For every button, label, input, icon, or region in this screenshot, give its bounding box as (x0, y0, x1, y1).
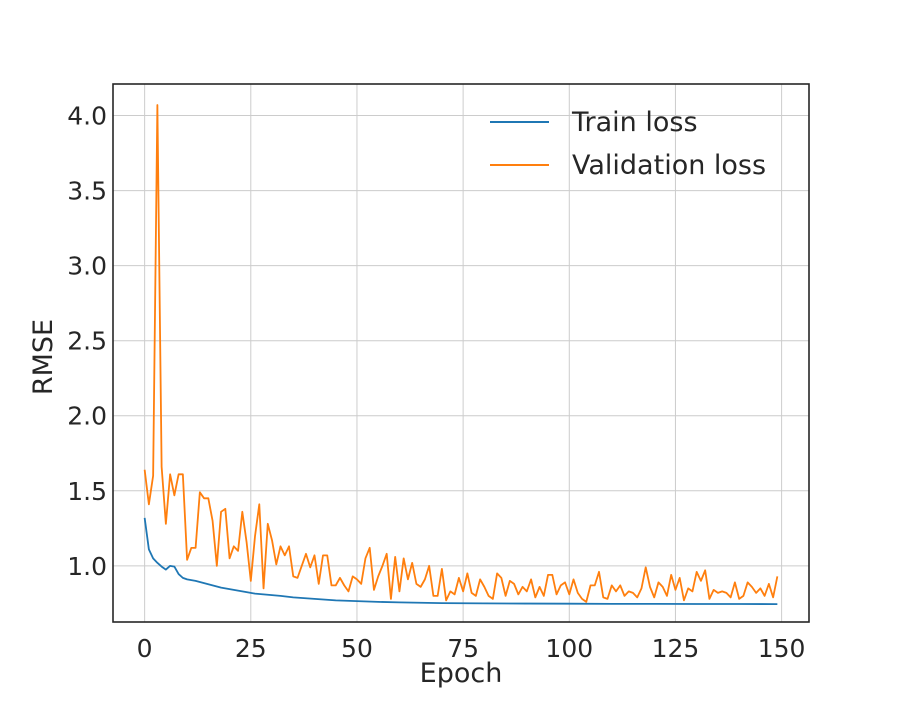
legend-label: Validation loss (572, 150, 766, 181)
y-tick-label: 4.0 (67, 102, 107, 131)
series-line-train-loss (143, 517, 778, 606)
x-tick-label: 150 (758, 634, 806, 663)
x-tick-label: 0 (137, 634, 153, 663)
plot-frame (112, 83, 810, 623)
legend: Train loss Validation loss (490, 107, 766, 181)
legend-label: Train loss (571, 107, 698, 138)
series-line-validation-loss (143, 104, 779, 603)
y-tick-label: 2.0 (67, 402, 107, 431)
x-axis-ticks: 0 25 50 75 100 125 150 (137, 634, 806, 663)
y-tick-label: 3.5 (67, 177, 107, 206)
y-tick-label: 2.5 (67, 327, 107, 356)
x-tick-label: 100 (545, 634, 593, 663)
x-tick-label: 75 (447, 634, 479, 663)
series-lines (143, 104, 779, 606)
y-axis-label: RMSE (28, 319, 59, 395)
grid (113, 84, 809, 622)
x-axis-label: Epoch (420, 658, 503, 689)
x-tick-label: 50 (341, 634, 373, 663)
y-axis-ticks: 1.0 1.5 2.0 2.5 3.0 3.5 4.0 (67, 102, 107, 581)
x-tick-label: 125 (652, 634, 700, 663)
y-tick-label: 3.0 (67, 252, 107, 281)
x-tick-label: 25 (235, 634, 267, 663)
y-tick-label: 1.5 (67, 477, 107, 506)
y-tick-label: 1.0 (67, 552, 107, 581)
